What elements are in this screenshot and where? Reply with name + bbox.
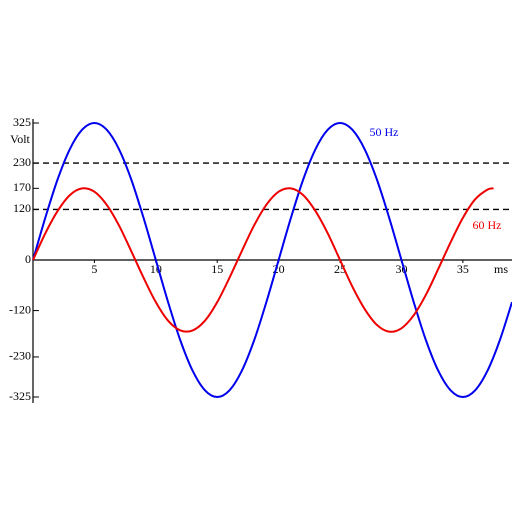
y-tick-label: 120 <box>13 201 31 215</box>
y-tick-label: -120 <box>9 302 31 316</box>
y-tick-label: 170 <box>13 180 31 194</box>
series-line <box>32 121 512 399</box>
x-tick-label: 35 <box>457 262 469 276</box>
y-tick-label: -230 <box>9 349 31 363</box>
x-tick-label: 5 <box>91 262 97 276</box>
series-label: 50 Hz <box>370 125 399 139</box>
y-tick-label: -325 <box>9 389 31 403</box>
series-line <box>32 187 494 333</box>
y-tick-label: 325 <box>13 115 31 129</box>
y-tick-label: 0 <box>25 252 31 266</box>
y-axis-label: Volt <box>10 132 30 146</box>
series-label: 60 Hz <box>473 218 502 232</box>
x-tick-label: 15 <box>211 262 223 276</box>
x-axis-label: ms <box>494 262 508 276</box>
y-tick-label: 230 <box>13 155 31 169</box>
